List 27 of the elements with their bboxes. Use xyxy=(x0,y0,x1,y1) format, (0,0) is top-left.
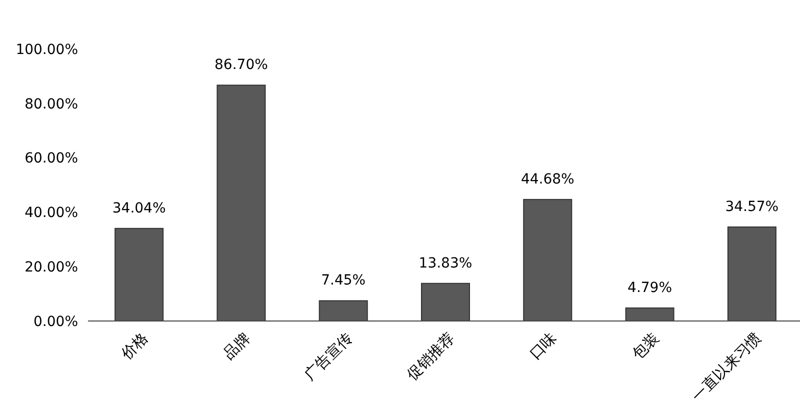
x-tick-label: 包装 xyxy=(628,328,662,363)
x-tick-label: 价格 xyxy=(116,328,152,364)
y-tick-label: 0.00% xyxy=(34,314,78,330)
x-tick-label: 一直以来习惯 xyxy=(688,328,764,406)
bar xyxy=(318,300,368,322)
x-tick-label: 品牌 xyxy=(220,328,254,363)
data-label: 4.79% xyxy=(628,280,672,296)
x-tick-label: 口味 xyxy=(526,328,560,363)
bar xyxy=(420,282,470,322)
y-tick-label: 60.00% xyxy=(24,150,78,167)
y-tick-label: 80.00% xyxy=(24,96,78,112)
data-label: 13.83% xyxy=(418,255,472,272)
bar xyxy=(625,307,674,322)
bar xyxy=(727,226,776,322)
bar xyxy=(523,198,572,322)
y-tick-label: 100.00% xyxy=(16,42,78,58)
data-label: 34.04% xyxy=(112,200,166,216)
y-tick-label: 40.00% xyxy=(24,205,78,222)
x-tick-label: 广告宣传 xyxy=(300,328,356,384)
bar xyxy=(216,84,266,322)
data-label: 34.57% xyxy=(725,198,779,215)
data-label: 44.68% xyxy=(520,171,574,188)
y-tick-label: 20.00% xyxy=(24,260,78,276)
data-label: 7.45% xyxy=(321,272,366,289)
data-label: 86.70% xyxy=(214,57,268,74)
bar xyxy=(114,228,164,322)
x-tick-label: 促销推荐 xyxy=(402,328,458,384)
